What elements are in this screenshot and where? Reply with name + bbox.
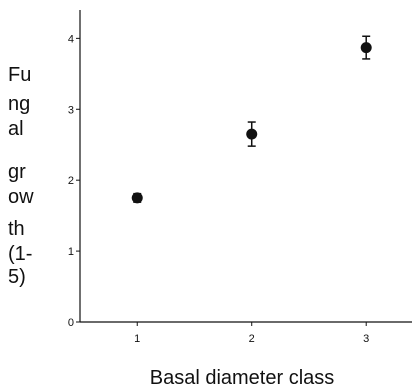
- axes: 0 1 2 3 4 1 2 3: [68, 10, 412, 345]
- y-axis-label-line: th: [8, 218, 25, 240]
- y-tick-label: 3: [68, 104, 74, 116]
- data-point: [131, 192, 143, 204]
- y-axis-label-line: gr: [8, 161, 26, 183]
- y-tick-label: 0: [68, 317, 74, 329]
- y-axis-label-line: ng: [8, 93, 30, 115]
- data-marks: [131, 35, 372, 204]
- x-tick-label: 3: [363, 333, 369, 345]
- y-axis-label-line: Fu: [8, 64, 31, 86]
- y-tick-label: 4: [68, 33, 74, 45]
- x-tick-label: 1: [134, 333, 140, 345]
- x-tick-label: 2: [249, 333, 255, 345]
- data-point: [360, 42, 372, 54]
- y-axis-label-line: ow: [8, 186, 34, 208]
- y-tick-label: 1: [68, 246, 74, 258]
- y-axis-label-line: (1-: [8, 243, 32, 265]
- data-point: [246, 128, 258, 140]
- y-axis-label-line: 5): [8, 266, 26, 288]
- x-axis-label: Basal diameter class: [150, 367, 335, 389]
- y-axis-label-line: al: [8, 118, 24, 140]
- y-tick-label: 2: [68, 175, 74, 187]
- y-axis-label: Fu ng al gr ow th (1- 5): [8, 64, 34, 288]
